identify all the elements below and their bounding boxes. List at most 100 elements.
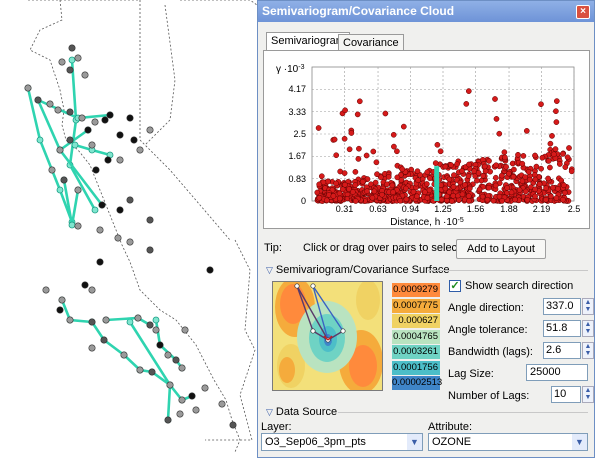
scatter-point[interactable] (459, 191, 466, 198)
scatter-point[interactable] (331, 136, 338, 143)
bandwidth-spinner[interactable]: ▲ ▼ (582, 342, 594, 359)
scatter-point[interactable] (350, 189, 356, 195)
scatter-point[interactable] (502, 154, 508, 161)
scatter-point[interactable] (547, 164, 553, 171)
scatter-point[interactable] (432, 160, 439, 166)
scatter-point[interactable] (481, 163, 488, 170)
scatter-point[interactable] (560, 182, 567, 189)
map-station-point[interactable] (176, 410, 184, 418)
show-search-direction-checkbox[interactable]: ✓ (449, 280, 461, 292)
scatter-point[interactable] (522, 174, 529, 180)
scatter-point[interactable] (498, 172, 505, 179)
scatter-point[interactable] (508, 189, 515, 196)
scatter-point[interactable] (346, 186, 352, 192)
selected-station-point[interactable] (56, 186, 64, 194)
scatter-point[interactable] (346, 146, 353, 153)
scatter-point[interactable] (545, 175, 551, 182)
map-station-point[interactable] (78, 114, 86, 122)
scatter-point[interactable] (463, 101, 470, 107)
surface-section-header[interactable]: ▽ Semivariogram/Covariance Surface (266, 263, 450, 277)
scatter-point[interactable] (524, 196, 531, 203)
semivariogram-cloud-chart[interactable]: γ ·10-3 4.17 3.33 2.5 1.67 0.83 0 0.31 0.63 0.9… (274, 54, 584, 228)
map-station-point[interactable] (218, 400, 226, 408)
scatter-point[interactable] (496, 130, 503, 137)
scatter-point[interactable] (471, 168, 477, 174)
scatter-point[interactable] (442, 163, 449, 170)
map-station-point[interactable] (74, 222, 82, 230)
map-station-point[interactable] (66, 108, 74, 116)
scatter-point[interactable] (466, 185, 473, 192)
scatter-point[interactable] (499, 198, 505, 204)
scatter-point[interactable] (536, 181, 543, 187)
map-station-point[interactable] (96, 258, 104, 266)
scatter-point[interactable] (553, 195, 560, 201)
scatter-point[interactable] (533, 163, 540, 170)
scatter-point[interactable] (511, 166, 517, 173)
scatter-point[interactable] (550, 184, 556, 191)
scatter-point[interactable] (390, 131, 397, 138)
map-station-point[interactable] (81, 71, 89, 79)
scatter-point[interactable] (510, 173, 517, 180)
scatter-point[interactable] (394, 174, 401, 181)
scatter-point[interactable] (543, 185, 549, 191)
map-station-point[interactable] (74, 54, 82, 62)
selected-station-point[interactable] (68, 221, 76, 229)
scatter-point[interactable] (316, 194, 323, 201)
scatter-point[interactable] (451, 172, 457, 178)
scatter-point[interactable] (424, 195, 431, 201)
map-station-point[interactable] (101, 116, 109, 124)
scatter-point[interactable] (448, 162, 454, 168)
scatter-point[interactable] (538, 165, 544, 172)
scatter-point[interactable] (316, 181, 323, 188)
scatter-point[interactable] (437, 148, 444, 155)
map-station-point[interactable] (100, 336, 108, 344)
scatter-point[interactable] (427, 175, 433, 181)
scatter-point[interactable] (373, 159, 380, 166)
scatter-point[interactable] (552, 146, 559, 152)
scatter-point[interactable] (374, 171, 380, 178)
scatter-point[interactable] (522, 188, 529, 195)
scatter-point[interactable] (403, 185, 409, 192)
scatter-point[interactable] (505, 170, 512, 177)
map-station-point[interactable] (48, 166, 56, 174)
scatter-point[interactable] (352, 182, 359, 188)
map-station-point[interactable] (116, 206, 124, 214)
map-station-point[interactable] (164, 416, 172, 424)
scatter-point[interactable] (377, 174, 384, 181)
scatter-point[interactable] (492, 96, 498, 102)
map-station-point[interactable] (114, 234, 122, 242)
number-of-lags-spinner[interactable]: ▲ ▼ (582, 386, 594, 403)
scatter-point[interactable] (379, 191, 385, 198)
scatter-point[interactable] (318, 173, 325, 180)
scatter-point[interactable] (551, 151, 557, 158)
scatter-point[interactable] (348, 130, 355, 136)
tab-covariance[interactable]: Covariance (338, 34, 404, 51)
scatter-point[interactable] (486, 158, 492, 164)
map-station-point[interactable] (54, 106, 62, 114)
scatter-point[interactable] (414, 193, 420, 200)
data-source-section-header[interactable]: ▽ Data Source (266, 405, 337, 419)
scatter-point[interactable] (438, 196, 445, 203)
angle-direction-spinner[interactable]: ▲ ▼ (582, 298, 594, 315)
scatter-point[interactable] (493, 116, 500, 122)
map-view[interactable] (0, 0, 257, 460)
map-station-points[interactable] (24, 44, 237, 429)
scatter-point[interactable] (474, 177, 480, 184)
scatter-point[interactable] (532, 186, 538, 193)
scatter-point[interactable] (391, 143, 397, 150)
scatter-point[interactable] (333, 152, 340, 159)
scatter-point[interactable] (532, 193, 538, 200)
map-station-point[interactable] (74, 186, 82, 194)
map-station-point[interactable] (164, 351, 172, 359)
scatter-point[interactable] (342, 107, 348, 114)
map-station-point[interactable] (88, 141, 96, 149)
scatter-point[interactable] (562, 164, 569, 170)
scatter-point[interactable] (515, 151, 521, 158)
scatter-points[interactable] (314, 88, 575, 204)
scatter-point[interactable] (422, 189, 428, 195)
map-station-point[interactable] (146, 321, 154, 329)
map-station-point[interactable] (136, 146, 144, 154)
scatter-point[interactable] (545, 158, 552, 164)
bandwidth-input[interactable]: 2.6 (543, 342, 581, 359)
scatter-point[interactable] (370, 148, 377, 155)
